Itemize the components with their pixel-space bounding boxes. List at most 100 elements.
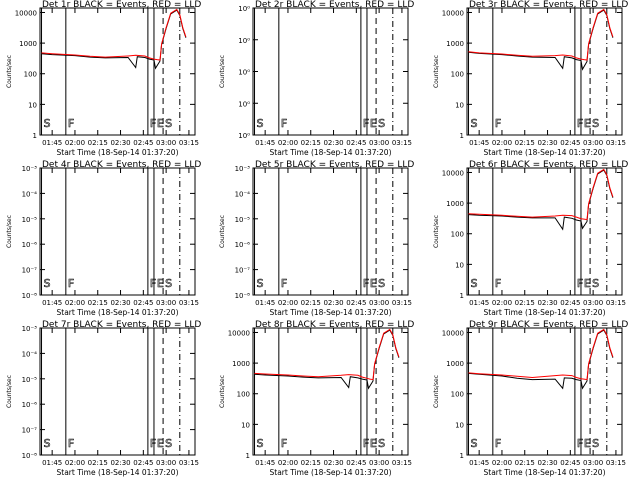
marker-label: E bbox=[370, 117, 377, 130]
marker-label: F bbox=[68, 437, 74, 450]
marker-label: F bbox=[577, 277, 583, 290]
x-tick-label: 02:45 bbox=[560, 459, 580, 467]
y-tick-label: 10⁰ bbox=[238, 37, 250, 45]
x-tick-label: 02:30 bbox=[323, 299, 343, 307]
y-tick-label: 10 bbox=[455, 261, 464, 269]
x-axis-label: Start Time (18-Sep-14 01:37:20) bbox=[484, 148, 606, 157]
y-axis-label: Counts/sec bbox=[6, 375, 13, 408]
y-tick-label: 1000 bbox=[446, 200, 464, 208]
y-tick-label: 10⁻⁶ bbox=[235, 241, 251, 249]
x-tick-label: 02:00 bbox=[65, 139, 85, 147]
x-tick-label: 02:30 bbox=[537, 139, 557, 147]
x-tick-label: 02:00 bbox=[65, 459, 85, 467]
marker-label: F bbox=[150, 117, 156, 130]
marker-label: F bbox=[68, 117, 74, 130]
x-tick-label: 01:45 bbox=[255, 139, 275, 147]
x-tick-label: 01:45 bbox=[42, 299, 62, 307]
panel-det-6: Det 6r BLACK = Events, RED = LLD Counts/s… bbox=[433, 160, 628, 317]
events-series-line bbox=[254, 329, 400, 390]
x-tick-label: 02:00 bbox=[65, 299, 85, 307]
x-tick-label: 02:30 bbox=[537, 299, 557, 307]
x-tick-label: 02:15 bbox=[301, 459, 321, 467]
marker-label: S bbox=[165, 117, 172, 130]
x-tick-label: 02:15 bbox=[88, 139, 108, 147]
y-tick-label: 10 bbox=[455, 101, 464, 109]
panel-title: Det 6r BLACK = Events, RED = LLD bbox=[469, 160, 628, 170]
panel-title: Det 3r BLACK = Events, RED = LLD bbox=[469, 0, 628, 10]
marker-label: F bbox=[495, 277, 501, 290]
marker-label: S bbox=[257, 277, 264, 290]
y-tick-label: 10 bbox=[241, 421, 250, 429]
marker-label: F bbox=[363, 117, 369, 130]
marker-label: E bbox=[584, 117, 591, 130]
panel-title: Det 7r BLACK = Events, RED = LLD bbox=[42, 320, 201, 330]
y-tick-label: 10⁻⁴ bbox=[22, 350, 38, 358]
panel-det-1: Det 1r BLACK = Events, RED = LLD Counts/s… bbox=[6, 0, 201, 157]
y-tick-label: 10⁻⁵ bbox=[22, 376, 38, 384]
x-axis-label: Start Time (18-Sep-14 01:37:20) bbox=[57, 468, 179, 477]
y-tick-label: 10⁻⁸ bbox=[235, 292, 251, 300]
x-tick-label: 03:00 bbox=[156, 459, 176, 467]
y-tick-label: 10⁻⁵ bbox=[22, 216, 38, 224]
panel-title: Det 4r BLACK = Events, RED = LLD bbox=[42, 160, 201, 170]
x-axis-label: Start Time (18-Sep-14 01:37:20) bbox=[484, 308, 606, 317]
marker-label: S bbox=[378, 117, 385, 130]
marker-label: F bbox=[150, 277, 156, 290]
plot-frame bbox=[39, 7, 196, 136]
marker-label: F bbox=[281, 117, 287, 130]
marker-label: E bbox=[370, 437, 377, 450]
y-tick-label: 10⁻³ bbox=[22, 325, 38, 333]
marker-label: S bbox=[592, 437, 599, 450]
y-tick-label: 1000 bbox=[232, 360, 250, 368]
panel-det-8: Det 8r BLACK = Events, RED = LLD Counts/s… bbox=[219, 320, 414, 477]
marker-label: S bbox=[44, 437, 51, 450]
marker-label: F bbox=[495, 437, 501, 450]
y-tick-label: 10⁰ bbox=[238, 5, 250, 13]
x-tick-label: 02:00 bbox=[492, 299, 512, 307]
marker-label: S bbox=[44, 117, 51, 130]
lld-series-line bbox=[468, 168, 614, 221]
y-tick-label: 10⁻⁸ bbox=[22, 452, 38, 460]
x-tick-label: 01:45 bbox=[255, 299, 275, 307]
x-axis-label: Start Time (18-Sep-14 01:37:20) bbox=[270, 308, 392, 317]
y-tick-label: 10000 bbox=[228, 329, 250, 337]
plot-frame bbox=[39, 327, 196, 456]
y-tick-label: 1 bbox=[460, 292, 464, 300]
events-series-line bbox=[468, 329, 614, 390]
x-tick-label: 03:00 bbox=[369, 139, 389, 147]
events-series-line bbox=[468, 169, 614, 231]
panel-title: Det 1r BLACK = Events, RED = LLD bbox=[42, 0, 201, 10]
x-tick-label: 02:30 bbox=[110, 299, 130, 307]
x-tick-label: 01:45 bbox=[469, 299, 489, 307]
marker-label: F bbox=[281, 277, 287, 290]
marker-label: F bbox=[281, 437, 287, 450]
marker-label: S bbox=[471, 437, 478, 450]
marker-label: F bbox=[150, 437, 156, 450]
y-axis-label: Counts/sec bbox=[6, 55, 13, 88]
panel-title: Det 8r BLACK = Events, RED = LLD bbox=[255, 320, 414, 330]
plot-frame bbox=[466, 167, 623, 296]
x-axis-label: Start Time (18-Sep-14 01:37:20) bbox=[484, 468, 606, 477]
x-tick-label: 03:00 bbox=[369, 459, 389, 467]
x-tick-label: 02:30 bbox=[323, 139, 343, 147]
x-tick-label: 03:15 bbox=[606, 139, 626, 147]
marker-label: S bbox=[44, 277, 51, 290]
plot-frame bbox=[466, 7, 623, 136]
y-tick-label: 10⁻⁵ bbox=[235, 216, 251, 224]
panel-det-2: Det 2r BLACK = Events, RED = LLD Counts/s… bbox=[219, 0, 414, 157]
x-tick-label: 02:30 bbox=[537, 459, 557, 467]
y-tick-label: 1000 bbox=[446, 40, 464, 48]
x-tick-label: 02:45 bbox=[560, 299, 580, 307]
events-series-line bbox=[41, 9, 187, 70]
marker-label: S bbox=[257, 117, 264, 130]
y-axis-label: Counts/sec bbox=[6, 215, 13, 248]
panel-title: Det 2r BLACK = Events, RED = LLD bbox=[255, 0, 414, 10]
y-tick-label: 100 bbox=[24, 71, 37, 79]
x-axis-label: Start Time (18-Sep-14 01:37:20) bbox=[270, 148, 392, 157]
x-tick-label: 03:15 bbox=[606, 299, 626, 307]
marker-label: S bbox=[471, 277, 478, 290]
x-tick-label: 03:15 bbox=[179, 459, 199, 467]
marker-label: F bbox=[68, 277, 74, 290]
lld-series-line bbox=[468, 328, 614, 381]
x-tick-label: 02:00 bbox=[278, 299, 298, 307]
